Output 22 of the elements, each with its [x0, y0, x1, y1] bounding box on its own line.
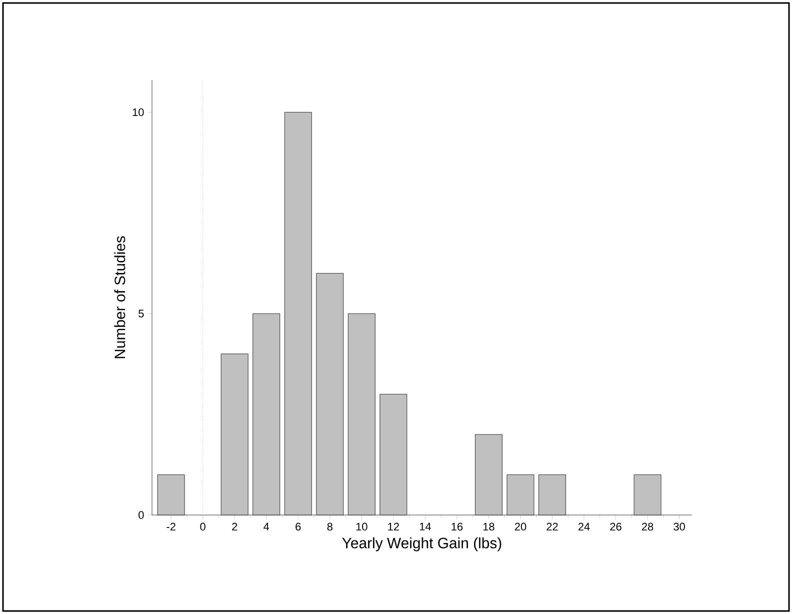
- y-axis-title: Number of Studies: [114, 236, 126, 358]
- x-tick-label: 22: [546, 522, 558, 530]
- x-tick-label: -2: [166, 522, 176, 530]
- x-tick-label: 12: [388, 522, 399, 530]
- x-tick-label: 24: [578, 522, 590, 530]
- y-tick-label: 5: [138, 310, 144, 318]
- x-tick-label: 0: [200, 522, 206, 531]
- x-tick-label: 2: [232, 522, 238, 530]
- x-tick-label: 16: [452, 522, 463, 531]
- x-tick-label: 30: [674, 522, 685, 531]
- x-tick-label: 28: [642, 522, 654, 531]
- x-tick-label: 10: [356, 522, 368, 531]
- x-tick-label: 6: [296, 522, 301, 531]
- x-tick-label: 26: [610, 522, 622, 531]
- x-tick-label: 14: [420, 522, 431, 530]
- y-tick-label: 10: [132, 108, 144, 116]
- x-tick-label: 8: [327, 522, 332, 531]
- x-tick-label: 4: [264, 522, 270, 530]
- x-tick-label: 18: [483, 522, 494, 531]
- x-axis-title: Yearly Weight Gain (lbs): [342, 537, 502, 552]
- x-tick-label: 20: [514, 522, 526, 531]
- y-tick-label: 0: [138, 511, 144, 519]
